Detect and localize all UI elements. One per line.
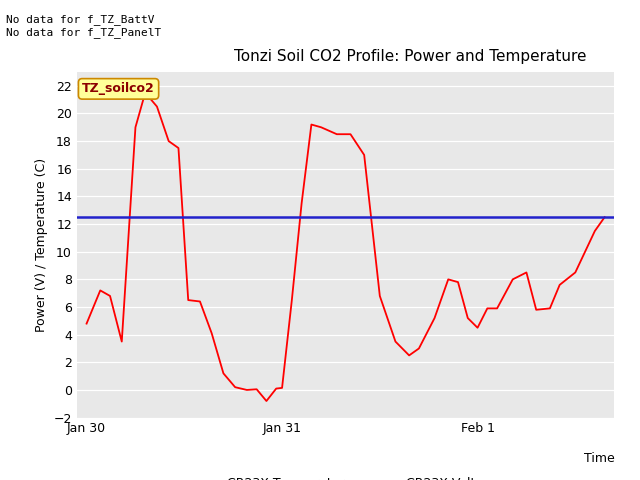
Title: Tonzi Soil CO2 Profile: Power and Temperature: Tonzi Soil CO2 Profile: Power and Temper… [234, 49, 586, 64]
Y-axis label: Power (V) / Temperature (C): Power (V) / Temperature (C) [35, 158, 48, 332]
Text: Time: Time [584, 452, 614, 465]
Text: TZ_soilco2: TZ_soilco2 [82, 83, 155, 96]
Text: No data for f_TZ_BattV
No data for f_TZ_PanelT: No data for f_TZ_BattV No data for f_TZ_… [6, 14, 162, 38]
Legend: CR23X Temperature, CR23X Voltage: CR23X Temperature, CR23X Voltage [187, 472, 504, 480]
